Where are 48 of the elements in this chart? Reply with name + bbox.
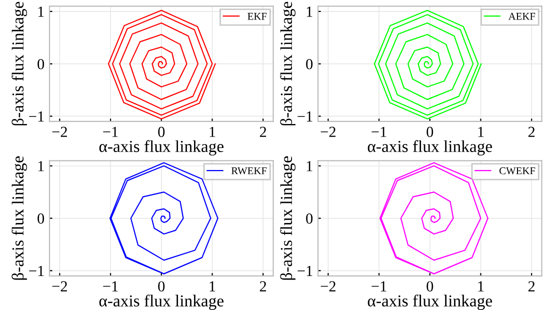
x-tick-label: −2 — [52, 281, 67, 292]
line-series — [109, 162, 218, 274]
line-series — [108, 10, 216, 120]
x-tick-label: −2 — [320, 281, 336, 292]
line-series — [379, 162, 488, 274]
y-axis-title: β-axis flux linkage — [12, 2, 27, 126]
x-tick-label: 2 — [260, 126, 266, 137]
x-axis-title: α-axis flux linkage — [99, 294, 224, 310]
x-tick-label: −1 — [103, 126, 118, 137]
x-tick-label: 2 — [528, 126, 535, 137]
x-axis-title: α-axis flux linkage — [368, 140, 492, 156]
x-tick-label: 1 — [210, 281, 216, 292]
line-series — [374, 10, 482, 120]
y-axis-title: β-axis flux linkage — [280, 2, 296, 126]
y-axis-title: β-axis flux linkage — [12, 156, 27, 280]
legend-label: CWEKF — [499, 167, 536, 174]
legend-label: EKF — [248, 12, 267, 20]
y-tick-label: −1 — [298, 266, 312, 276]
y-tick-label: −1 — [29, 266, 44, 276]
x-axis-title: α-axis flux linkage — [368, 294, 492, 310]
x-tick-label: 1 — [210, 126, 216, 137]
x-tick-label: 1 — [478, 126, 484, 137]
x-tick-label: 0 — [158, 281, 165, 292]
y-tick-label: 1 — [38, 161, 44, 172]
y-tick-label: 1 — [306, 161, 312, 172]
x-tick-label: 0 — [158, 126, 165, 138]
x-tick-label: −1 — [103, 281, 118, 292]
x-tick-label: 0 — [426, 281, 434, 292]
y-axis-title: β-axis flux linkage — [280, 156, 296, 280]
y-tick-label: 0 — [306, 213, 313, 224]
x-tick-label: −1 — [372, 281, 386, 292]
x-axis-title: α-axis flux linkage — [99, 140, 224, 156]
y-tick-label: 0 — [38, 213, 44, 224]
x-tick-label: 2 — [260, 281, 266, 292]
y-tick-label: 1 — [38, 6, 44, 17]
x-tick-label: −2 — [320, 126, 336, 137]
y-tick-label: −1 — [29, 111, 44, 122]
x-tick-label: 1 — [478, 281, 484, 292]
y-tick-label: 0 — [306, 58, 313, 70]
x-tick-label: 0 — [426, 126, 434, 138]
y-tick-label: −1 — [298, 111, 312, 122]
x-tick-label: −1 — [372, 126, 386, 137]
y-tick-label: 1 — [306, 6, 312, 17]
x-tick-label: 2 — [528, 281, 535, 292]
y-tick-label: 0 — [38, 58, 44, 70]
legend-label: RWEKF — [231, 167, 267, 174]
x-tick-label: −2 — [52, 126, 67, 137]
legend-label: AEKF — [508, 12, 536, 20]
